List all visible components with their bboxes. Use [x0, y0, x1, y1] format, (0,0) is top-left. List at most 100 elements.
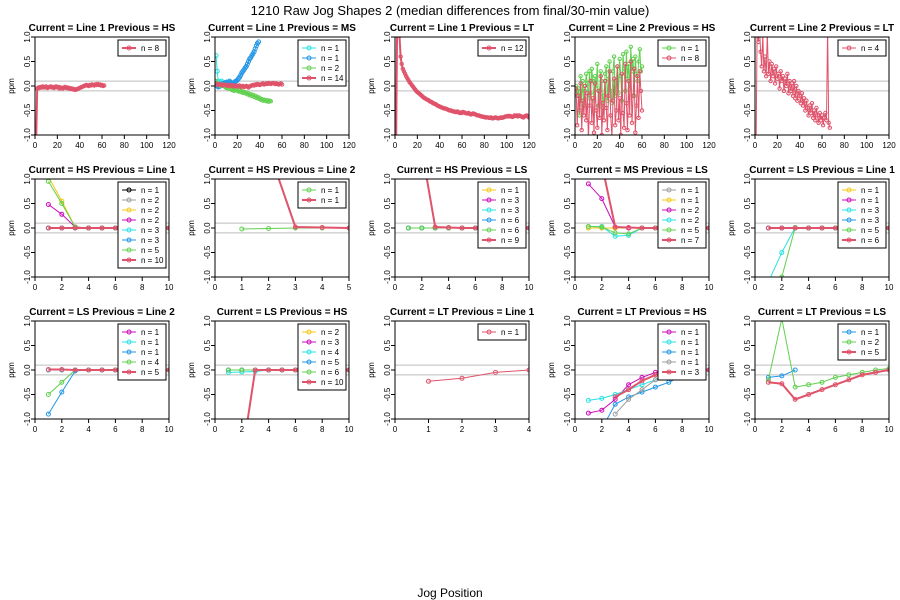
- legend-marker: [306, 55, 312, 61]
- data-point: [779, 225, 785, 231]
- legend-label: n = 1: [681, 44, 700, 53]
- legend: n = 4: [837, 39, 887, 57]
- legend-marker: [666, 359, 672, 365]
- data-point: [832, 374, 838, 380]
- data-point: [618, 132, 623, 135]
- data-point: [166, 225, 169, 231]
- data-point: [626, 382, 632, 388]
- data-point: [112, 367, 118, 373]
- x-tick-label: 120: [162, 141, 176, 150]
- y-axis-label: ppm: [367, 362, 376, 378]
- x-tick-label: 6: [473, 283, 478, 292]
- legend-marker: [306, 359, 312, 365]
- legend-label: n = 3: [861, 206, 880, 215]
- x-tick-label: 40: [615, 141, 624, 150]
- x-tick-label: 8: [680, 425, 685, 434]
- legend-marker: [666, 349, 672, 355]
- legend-marker: [126, 359, 132, 365]
- legend-marker: [666, 227, 672, 233]
- legend-marker: [126, 339, 132, 345]
- data-point: [620, 110, 626, 116]
- data-point: [706, 225, 709, 231]
- y-tick-label: -0.5: [743, 103, 752, 117]
- data-point: [776, 71, 781, 77]
- legend-label: n = 1: [681, 358, 700, 367]
- x-tick-label: 0: [213, 141, 218, 150]
- legend-marker: [306, 339, 312, 345]
- data-point: [626, 225, 632, 230]
- y-tick-label: 1.0: [23, 173, 32, 185]
- legend-marker: [126, 329, 132, 335]
- data-point: [592, 74, 598, 79]
- data-point: [72, 225, 78, 231]
- panel-data: [239, 179, 349, 232]
- legend-label: n = 1: [681, 186, 700, 195]
- legend: n = 1n = 2n = 5: [837, 323, 887, 361]
- data-point: [59, 201, 65, 206]
- x-tick-label: 80: [480, 141, 489, 150]
- legend-marker: [126, 197, 132, 203]
- legend-label: n = 10: [321, 378, 344, 387]
- data-point: [610, 98, 616, 103]
- data-point: [266, 226, 272, 231]
- x-tick-label: 20: [773, 141, 782, 150]
- y-tick-label: 0.0: [203, 80, 212, 92]
- x-tick-label: 4: [626, 425, 631, 434]
- data-point: [617, 56, 622, 62]
- legend-label: n = 4: [321, 348, 340, 357]
- legend-label: n = 5: [861, 348, 880, 357]
- legend-label: n = 1: [861, 328, 880, 337]
- series-line: [767, 321, 889, 388]
- x-tick-label: 10: [165, 283, 174, 292]
- x-tick-label: 2: [460, 425, 465, 434]
- legend-label: n = 14: [321, 74, 344, 83]
- data-point: [252, 46, 258, 52]
- x-tick-label: 20: [233, 141, 242, 150]
- y-tick-label: 0.0: [563, 364, 572, 376]
- data-point: [72, 367, 78, 373]
- data-point: [769, 61, 774, 67]
- data-point: [578, 74, 583, 79]
- data-point: [805, 105, 810, 111]
- legend-label: n = 1: [861, 196, 880, 205]
- data-point: [652, 225, 658, 231]
- legend-box: [477, 39, 527, 57]
- legend-label: n = 7: [681, 236, 700, 245]
- y-axis-label: ppm: [187, 362, 196, 378]
- legend-marker: [306, 65, 312, 71]
- data-point: [772, 81, 778, 86]
- legend-label: n = 1: [321, 54, 340, 63]
- data-point: [819, 387, 825, 393]
- legend-label: n = 1: [501, 186, 520, 195]
- data-point: [826, 120, 831, 126]
- x-tick-label: 4: [86, 425, 91, 434]
- x-tick-label: 10: [885, 283, 894, 292]
- x-tick-label: 40: [435, 141, 444, 150]
- data-point: [575, 86, 579, 91]
- data-point: [607, 59, 612, 64]
- panel-title: Current = Line 1 Previous = HS: [29, 23, 176, 34]
- x-tick-label: 4: [266, 425, 271, 434]
- legend: n = 8: [117, 39, 167, 57]
- data-point: [251, 49, 257, 55]
- data-point: [813, 118, 818, 123]
- x-tick-label: 40: [255, 141, 264, 150]
- legend-label: n = 6: [861, 236, 880, 245]
- legend-label: n = 1: [321, 196, 340, 205]
- y-tick-label: 1.0: [203, 173, 212, 185]
- legend-label: n = 1: [681, 338, 700, 347]
- legend-label: n = 2: [141, 216, 160, 225]
- data-point: [45, 411, 51, 417]
- legend-box: [837, 181, 887, 249]
- x-tick-label: 60: [458, 141, 467, 150]
- data-point: [615, 64, 620, 69]
- data-point: [459, 375, 465, 381]
- y-tick-label: 0.5: [383, 339, 392, 351]
- x-tick-label: 2: [780, 425, 785, 434]
- data-point: [252, 367, 258, 373]
- x-tick-label: 80: [840, 141, 849, 150]
- data-point: [459, 225, 465, 231]
- legend-box: [477, 181, 527, 249]
